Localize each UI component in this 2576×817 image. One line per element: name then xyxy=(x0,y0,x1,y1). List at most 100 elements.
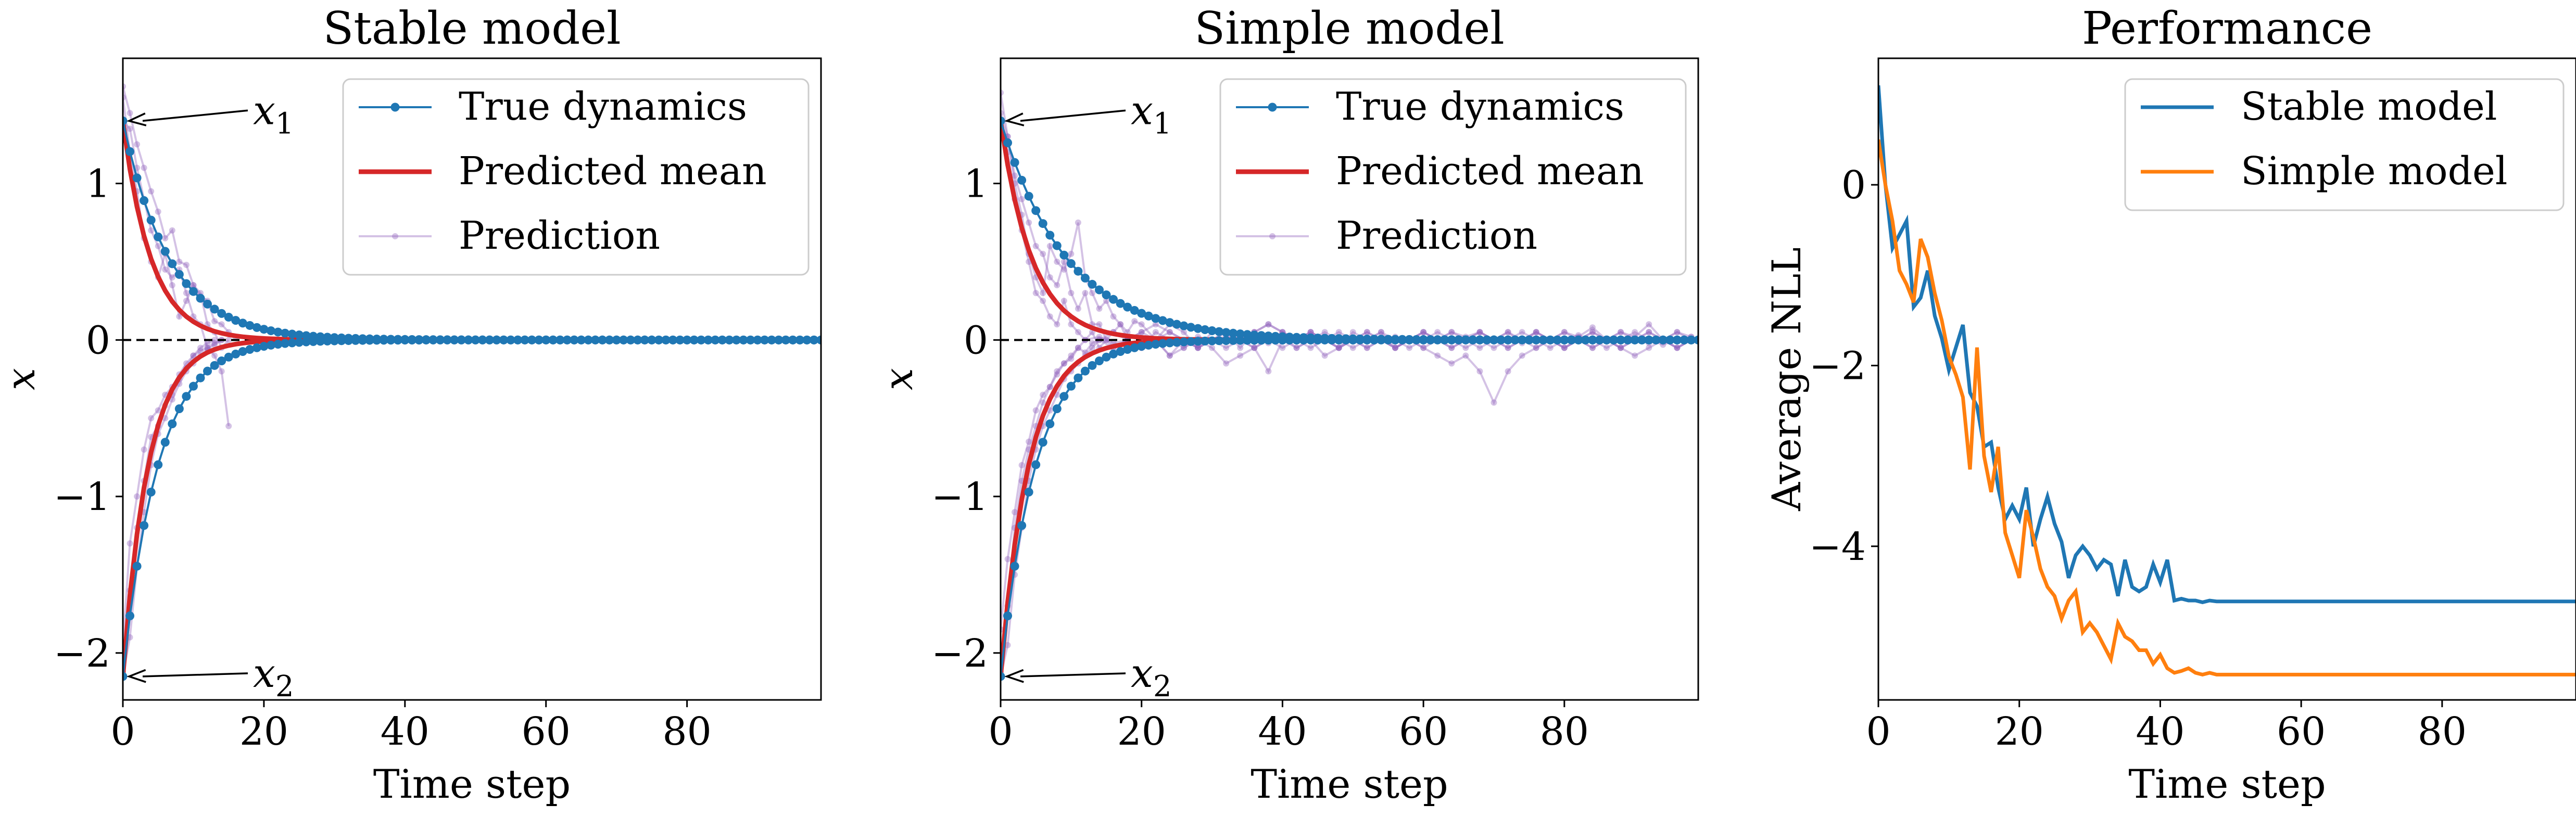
true-dynamics-point xyxy=(1694,335,1698,344)
true-dynamics-point xyxy=(1221,336,1231,345)
true-dynamics-point xyxy=(1074,373,1083,382)
prediction-point xyxy=(1632,329,1638,336)
prediction-point xyxy=(1138,329,1145,336)
prediction-point xyxy=(127,125,133,132)
y-tick-label: 0 xyxy=(964,318,988,363)
true-dynamics-point xyxy=(224,352,233,362)
prediction-point xyxy=(1096,305,1103,312)
prediction-point xyxy=(1194,344,1201,351)
true-dynamics-point xyxy=(809,335,818,344)
prediction-point xyxy=(1004,556,1011,563)
prediction-point xyxy=(148,188,155,195)
prediction-point xyxy=(1103,298,1110,304)
true-dynamics-point xyxy=(1165,318,1175,327)
true-dynamics-point xyxy=(266,340,275,350)
true-dynamics-point xyxy=(287,338,297,348)
true-dynamics-point xyxy=(499,335,508,344)
true-dynamics-point xyxy=(1532,335,1541,344)
prediction-point xyxy=(1363,344,1370,351)
y-tick-label: −1 xyxy=(54,475,110,519)
true-dynamics-point xyxy=(168,419,177,428)
annotation-subscript: 2 xyxy=(275,670,294,704)
prediction-line xyxy=(1001,323,1692,672)
true-dynamics-point xyxy=(753,335,762,344)
true-dynamics-point xyxy=(337,336,346,346)
prediction-point xyxy=(1603,344,1610,351)
prediction-point xyxy=(1060,360,1067,367)
true-dynamics-point xyxy=(802,335,812,344)
true-dynamics-point xyxy=(273,340,283,349)
prediction-point xyxy=(1054,258,1060,265)
true-dynamics-line xyxy=(1001,339,1698,677)
true-dynamics-point xyxy=(1066,259,1076,269)
prediction-point xyxy=(1476,329,1483,336)
true-dynamics-point xyxy=(1144,340,1153,350)
prediction-point xyxy=(197,348,204,354)
prediction-point xyxy=(1180,344,1187,351)
prediction-point xyxy=(1349,344,1356,351)
prediction-point xyxy=(1117,321,1124,328)
prediction-point xyxy=(1462,352,1469,359)
x-tick-label: 0 xyxy=(110,709,135,754)
true-dynamics-point xyxy=(654,335,663,344)
prediction-line xyxy=(1001,331,1692,630)
true-dynamics-point xyxy=(1088,279,1097,289)
true-dynamics-point xyxy=(1278,336,1287,345)
true-dynamics-point xyxy=(1158,316,1167,325)
prediction-point xyxy=(1476,329,1483,336)
legend: Stable model Simple model xyxy=(2124,78,2565,211)
prediction-point xyxy=(1335,329,1342,336)
prediction-point xyxy=(1561,344,1568,351)
true-dynamics-point xyxy=(513,335,523,344)
true-dynamics-point xyxy=(1686,335,1696,344)
true-dynamics-point xyxy=(555,335,565,344)
true-dynamics-point xyxy=(323,336,332,346)
prediction-point xyxy=(162,266,169,273)
predicted-mean-x2 xyxy=(1001,337,1698,677)
true-dynamics-point xyxy=(1320,335,1330,344)
true-dynamics-point xyxy=(1038,219,1047,228)
true-dynamics-point xyxy=(1059,392,1069,401)
prediction-point xyxy=(1392,344,1398,351)
prediction-point xyxy=(1075,305,1081,312)
prediction-point xyxy=(1307,329,1314,336)
true-dynamics-point xyxy=(1229,328,1238,338)
prediction-point xyxy=(1089,344,1095,351)
true-dynamics-point xyxy=(1433,335,1442,344)
prediction-point xyxy=(1004,642,1011,648)
true-dynamics-point xyxy=(1151,314,1160,323)
true-dynamics-point xyxy=(123,116,128,125)
true-dynamics-point xyxy=(1102,290,1111,300)
true-dynamics-point xyxy=(1137,342,1146,351)
prediction-point xyxy=(1335,344,1342,351)
true-dynamics-point xyxy=(1179,337,1189,347)
predicted-mean-x2 xyxy=(123,338,335,677)
true-dynamics-point xyxy=(231,349,241,359)
prediction-point xyxy=(1505,368,1511,375)
true-dynamics-point xyxy=(125,147,135,156)
x-tick-label: 20 xyxy=(1117,709,1166,754)
annotation-label-x1: x1 xyxy=(253,87,294,141)
true-dynamics-point xyxy=(1348,335,1358,344)
x-tick-label: 20 xyxy=(239,709,288,754)
x-tick-label: 60 xyxy=(2277,709,2326,754)
true-dynamics-point xyxy=(548,335,558,344)
x-axis-label: Time step xyxy=(1251,761,1448,807)
true-dynamics-point xyxy=(1109,349,1118,359)
prediction-point xyxy=(1618,329,1624,336)
true-dynamics-point xyxy=(633,335,642,344)
prediction-point xyxy=(190,352,197,359)
prediction-point xyxy=(1533,329,1539,336)
true-dynamics-point xyxy=(1461,335,1470,344)
true-dynamics-point xyxy=(174,270,184,279)
true-dynamics-point xyxy=(1546,335,1555,344)
true-dynamics-point xyxy=(1574,335,1583,344)
prediction-point xyxy=(1363,344,1370,351)
plot-frame xyxy=(122,57,822,701)
panel-title: Stable model xyxy=(323,3,621,55)
true-dynamics-point xyxy=(1588,335,1597,344)
prediction-point xyxy=(1674,344,1681,351)
prediction-trajectory xyxy=(1001,329,1695,633)
prediction-point xyxy=(1561,329,1568,336)
true-dynamics-point xyxy=(1552,335,1562,344)
